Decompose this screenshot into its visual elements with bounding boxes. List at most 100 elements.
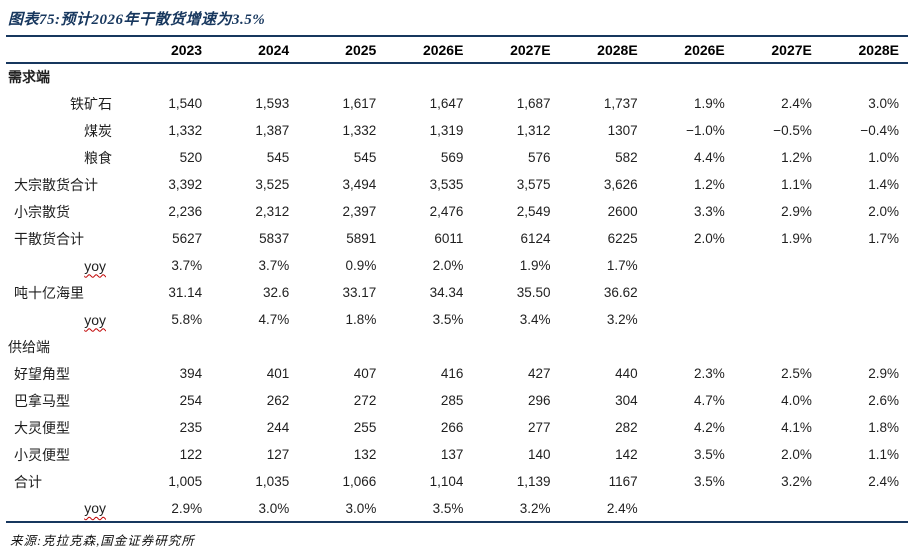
row-label: 小灵便型 — [14, 446, 70, 463]
column-header: 2027E — [472, 36, 560, 64]
row-label: 供给端 — [8, 338, 50, 355]
row-label: 大宗散货合计 — [14, 176, 98, 193]
cell-value: 2,397 — [342, 204, 377, 219]
cell-value: 1,066 — [342, 474, 377, 489]
cell-value: 255 — [353, 420, 377, 435]
cell-value: 6225 — [607, 231, 638, 246]
yoy-label: yoy — [84, 500, 106, 516]
cell-value: 5837 — [259, 231, 290, 246]
cell-value — [124, 63, 211, 90]
row-label: 好望角型 — [14, 365, 70, 382]
cell-value: 2.0% — [781, 447, 812, 462]
table-row: 供给端 — [6, 333, 908, 360]
cell-value: 1,104 — [429, 474, 464, 489]
cell-value: 3,626 — [603, 177, 638, 192]
cell-value — [560, 63, 647, 90]
cell-value — [821, 495, 908, 522]
cell-value: −0.5% — [773, 123, 812, 138]
cell-value: 3.5% — [693, 474, 725, 489]
cell-value: 127 — [266, 447, 290, 462]
cell-value: −1.0% — [686, 123, 725, 138]
cell-value: 1307 — [607, 123, 638, 138]
cell-value: 3.5% — [432, 312, 464, 327]
cell-value: 569 — [440, 150, 464, 165]
cell-value: 1.8% — [868, 420, 899, 435]
cell-value — [734, 495, 821, 522]
cell-value — [821, 333, 908, 360]
cell-value: 282 — [615, 420, 638, 435]
cell-value — [734, 306, 821, 333]
cell-value: 2,549 — [516, 204, 551, 219]
row-label: 巴拿马型 — [14, 392, 70, 409]
table-body: 需求端 铁矿石 1,540 1,593 1,617 1,647 1,687 1,737 1.9%… — [6, 63, 908, 522]
table-row: 煤炭 1,332 1,387 1,332 1,319 1,312 1307 −1.0% −0.5… — [6, 117, 908, 144]
cell-value: 304 — [615, 393, 638, 408]
row-label: 干散货合计 — [14, 230, 84, 247]
cell-value: 285 — [440, 393, 464, 408]
row-label: 煤炭 — [84, 122, 112, 139]
source-note: 来源:克拉克森,国金证券研究所 — [10, 534, 195, 548]
cell-value: 1,332 — [168, 123, 203, 138]
cell-value — [647, 333, 734, 360]
cell-value: 4.7% — [258, 312, 290, 327]
cell-value: 5627 — [172, 231, 203, 246]
row-label: yoy — [6, 495, 124, 522]
cell-value: 2.3% — [693, 366, 725, 381]
column-header-blank — [6, 36, 124, 64]
cell-value: 35.50 — [516, 285, 551, 300]
table-row: 小灵便型 122 127 132 137 140 142 3.5% 2.0% 1.1% — [6, 441, 908, 468]
table-row: 大灵便型 235 244 255 266 277 282 4.2% 4.1% 1.8% — [6, 414, 908, 441]
column-header: 2027E — [733, 36, 821, 64]
cell-value: 6124 — [520, 231, 551, 246]
cell-value: 1,687 — [516, 96, 551, 111]
cell-value — [385, 63, 472, 90]
cell-value: 1,737 — [603, 96, 638, 111]
cell-value: 4.1% — [781, 420, 812, 435]
cell-value: 1.9% — [519, 258, 551, 273]
cell-value: 1.1% — [781, 177, 812, 192]
cell-value: 140 — [528, 447, 551, 462]
cell-value: 2,476 — [429, 204, 464, 219]
cell-value: 1.8% — [345, 312, 377, 327]
cell-value — [298, 333, 385, 360]
cell-value — [211, 333, 298, 360]
cell-value: 545 — [266, 150, 290, 165]
cell-value: 5.8% — [171, 312, 203, 327]
cell-value: 2.0% — [432, 258, 464, 273]
cell-value: 1.7% — [868, 231, 899, 246]
cell-value: 3.7% — [258, 258, 290, 273]
cell-value — [734, 333, 821, 360]
cell-value — [734, 63, 821, 90]
cell-value: 3,494 — [342, 177, 377, 192]
yoy-label: yoy — [84, 257, 106, 274]
cell-value: −0.4% — [860, 123, 899, 138]
cell-value: 2.0% — [868, 204, 899, 219]
row-label: 大灵便型 — [14, 419, 70, 436]
row-label: 合计 — [14, 473, 42, 490]
cell-value: 2600 — [607, 204, 638, 219]
cell-value: 1.2% — [781, 150, 812, 165]
table-head: 2023 2024 2025 2026E 2027E 2028E 2026E 2027E 202… — [6, 36, 908, 64]
column-header: 2026E — [646, 36, 734, 64]
cell-value: 244 — [266, 420, 290, 435]
cell-value: 1,387 — [255, 123, 290, 138]
row-label: 铁矿石 — [70, 95, 112, 112]
cell-value — [472, 333, 559, 360]
cell-value: 4.7% — [693, 393, 725, 408]
table-row: yoy 3.7% 3.7% 0.9% 2.0% 1.9% 1.7% — [6, 252, 908, 279]
cell-value: 1,005 — [168, 474, 203, 489]
cell-value: 2.4% — [606, 500, 638, 516]
table-row: 需求端 — [6, 63, 908, 90]
cell-value: 427 — [528, 366, 551, 381]
cell-value: 545 — [353, 150, 377, 165]
cell-value: 440 — [615, 366, 638, 381]
cell-value: 1.7% — [606, 258, 638, 273]
cell-value: 277 — [528, 420, 551, 435]
cell-value — [734, 279, 821, 306]
column-header: 2025 — [298, 36, 386, 64]
cell-value: 1,593 — [255, 96, 290, 111]
cell-value: 1,647 — [429, 96, 464, 111]
cell-value: 1.2% — [693, 177, 725, 192]
cell-value: 1,332 — [342, 123, 377, 138]
